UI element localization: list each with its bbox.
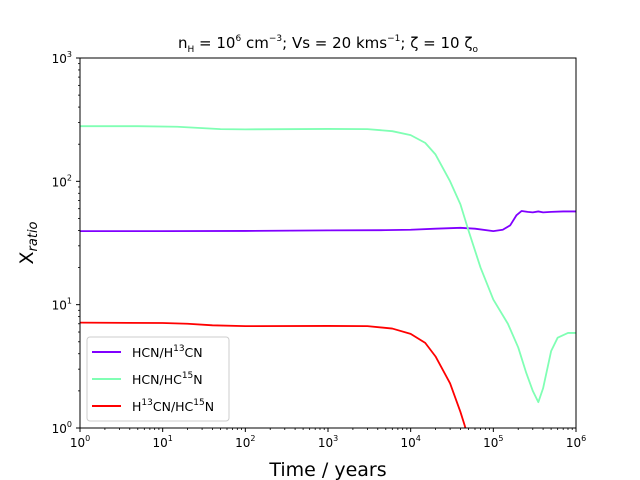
series-line-hcn-hc15n xyxy=(80,125,576,404)
legend-label-h13cn-hc15n: H13CN/HC15N xyxy=(132,398,214,414)
series-layer xyxy=(80,125,576,428)
legend: HCN/H13CN HCN/HC15N H13CN/HC15N xyxy=(86,336,230,422)
y-tick-label: 102 xyxy=(52,173,72,189)
y-axis-label: Xratio xyxy=(16,221,41,264)
tick-layer: 100 101 102 103 104 105 106 100 101 102 103 xyxy=(52,50,587,450)
x-tick-label: 101 xyxy=(152,434,172,450)
x-tick-label: 105 xyxy=(483,434,503,450)
y-tick-label: 103 xyxy=(52,50,72,66)
x-tick-label: 103 xyxy=(318,434,338,450)
chart-title: nH = 106 cm−3; Vs = 20 kms−1; ζ = 10 ζo xyxy=(178,34,479,55)
y-tick-label: 101 xyxy=(52,297,72,313)
x-tick-label: 100 xyxy=(70,434,90,450)
x-tick-label: 104 xyxy=(400,434,420,450)
series-line-hcn-h13cn xyxy=(80,210,576,232)
y-tick-label: 100 xyxy=(52,420,72,436)
series-line-h13cn-hc15n xyxy=(80,321,467,428)
legend-label-hcn-h13cn: HCN/H13CN xyxy=(132,344,203,360)
x-tick-label: 102 xyxy=(235,434,255,450)
plot-frame xyxy=(79,57,577,429)
legend-frame xyxy=(86,336,230,422)
legend-label-hcn-hc15n: HCN/HC15N xyxy=(132,371,203,387)
x-tick-label: 106 xyxy=(566,434,586,450)
x-axis-label: Time / years xyxy=(268,459,386,480)
